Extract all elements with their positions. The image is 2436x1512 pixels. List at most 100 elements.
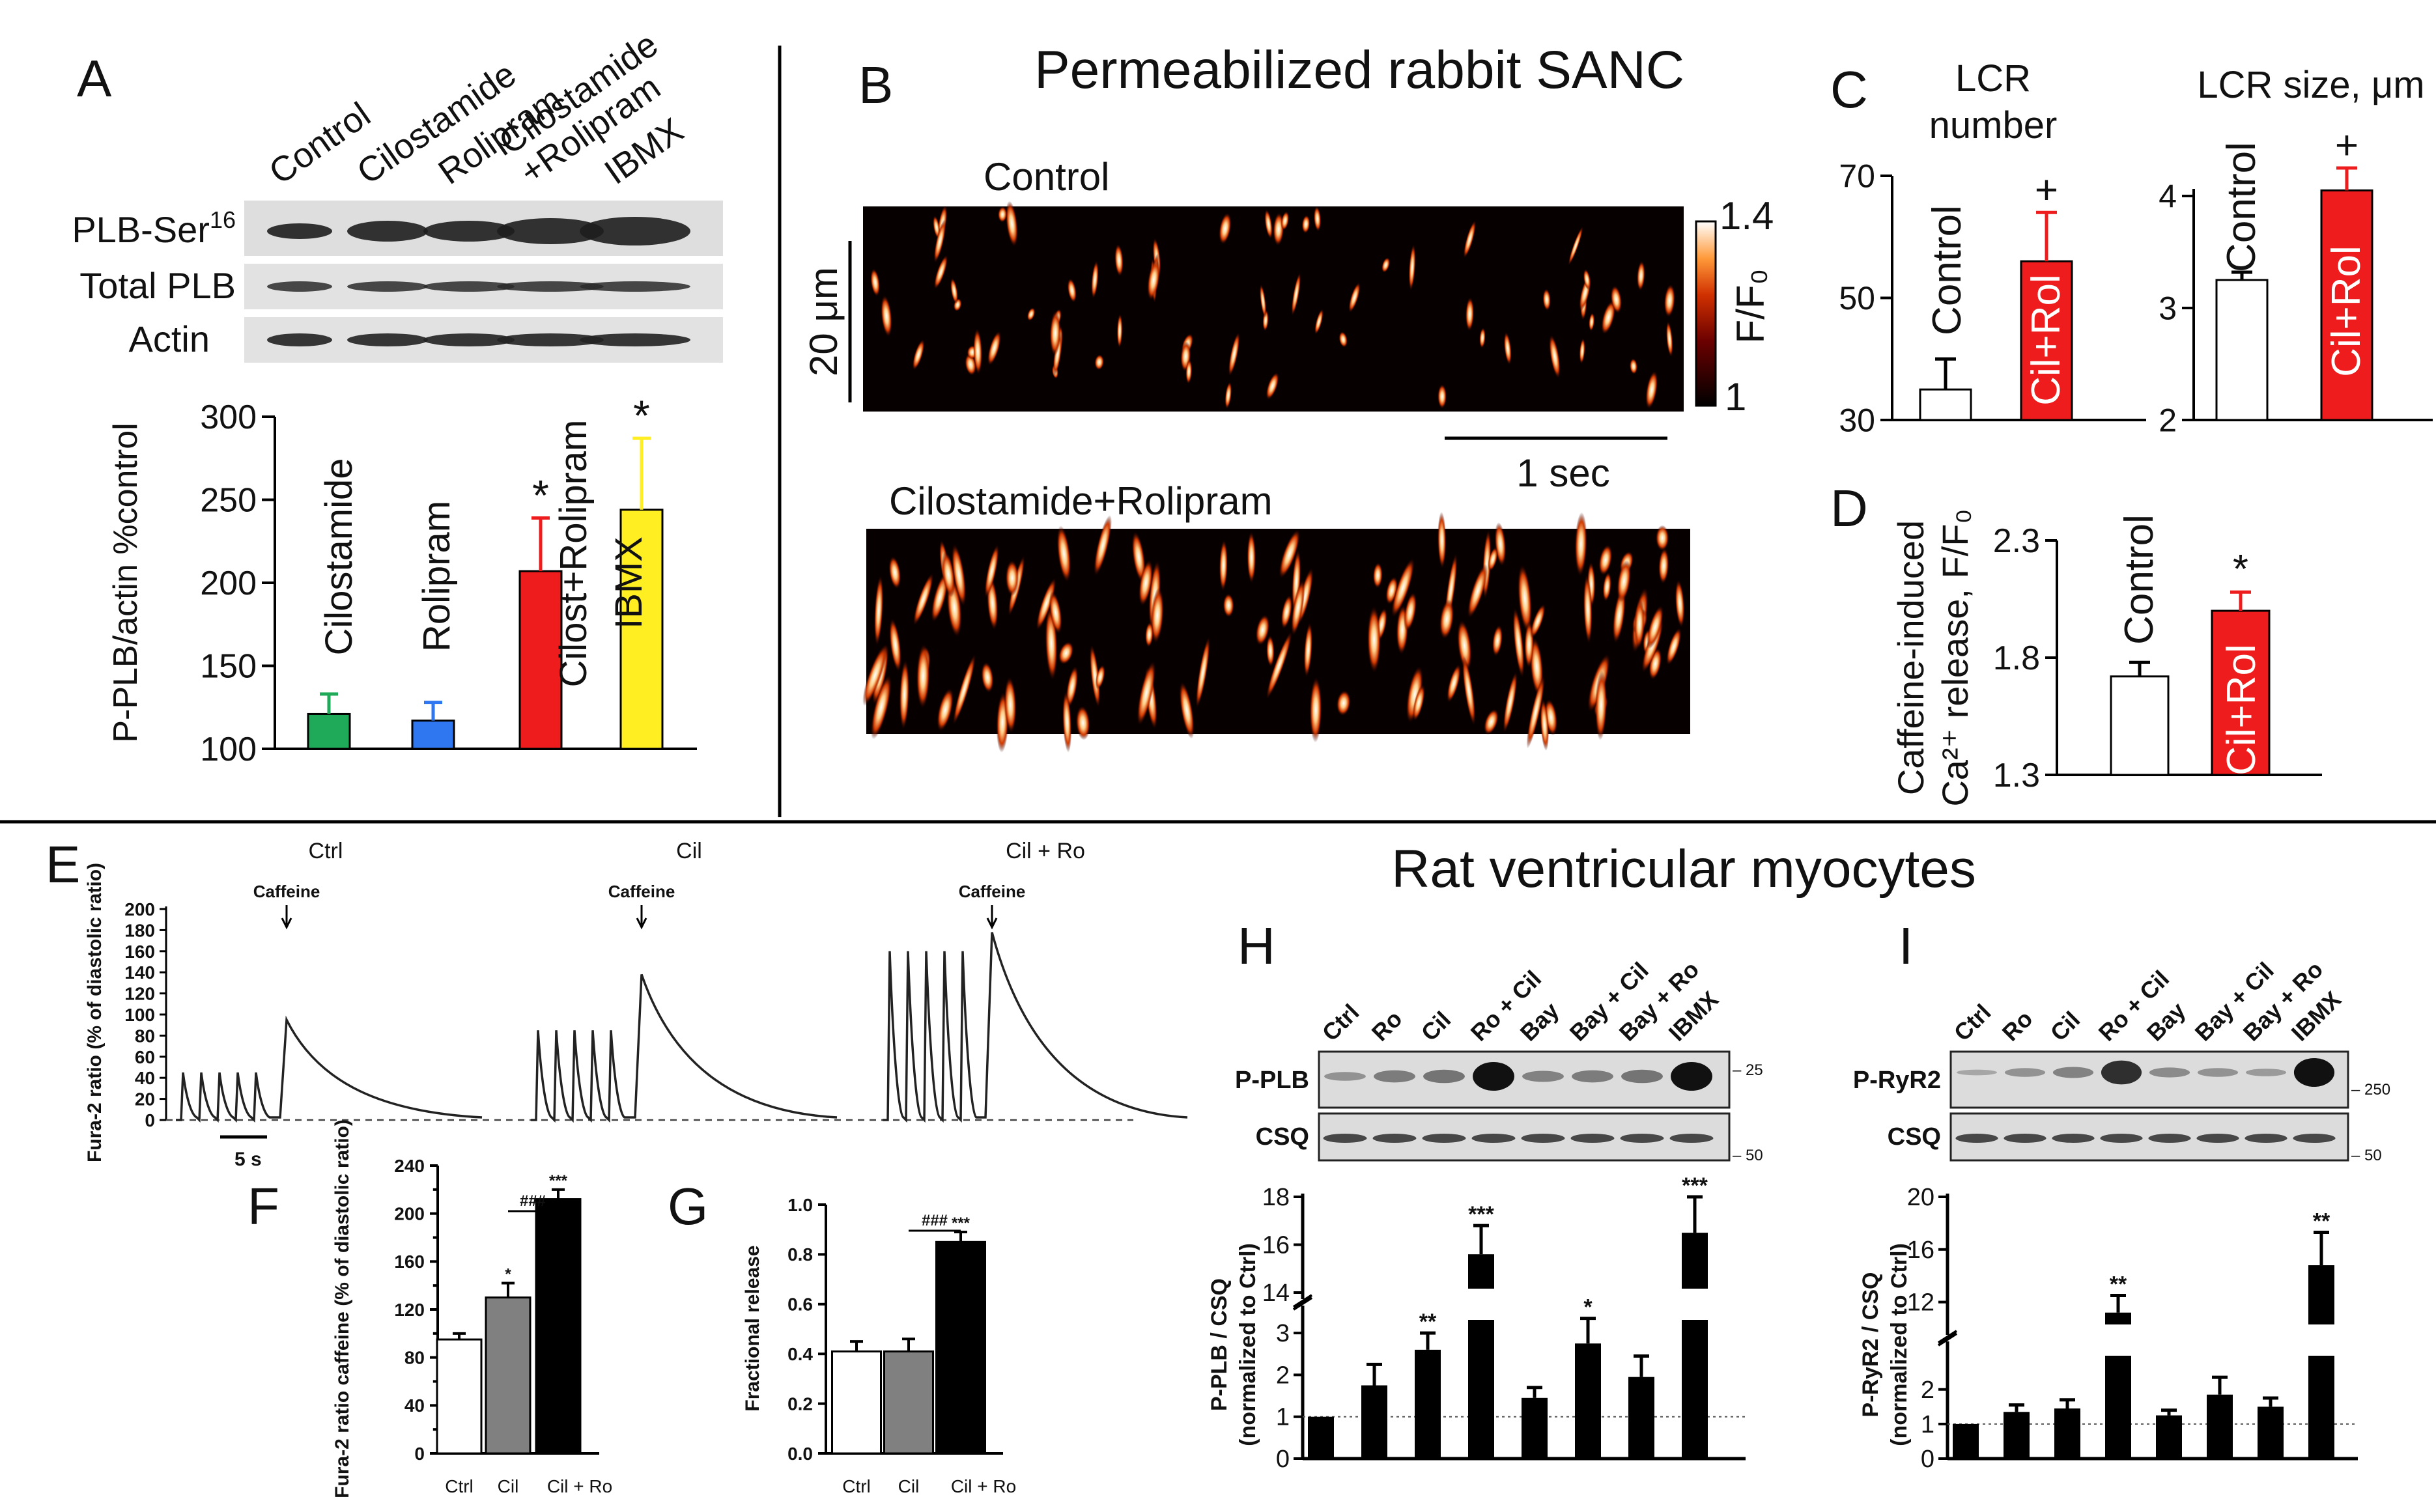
- blot-a-band-total: [347, 281, 428, 292]
- significance-mark: +: [2035, 167, 2058, 212]
- calcium-spark: [1336, 690, 1351, 716]
- blot-a-row-label-total-plb: Total PLB: [79, 265, 236, 306]
- chart-title-line-2: number: [1929, 104, 2058, 147]
- y-tick-label: 16: [1907, 1237, 1934, 1264]
- blot-a-band-actin: [423, 333, 515, 346]
- blot-band-phospho: [1374, 1070, 1415, 1083]
- y-axis-label-line: Ca²⁺ release, F/F₀: [1934, 509, 1976, 806]
- significance-mark: **: [2110, 1272, 2127, 1297]
- calcium-spark: [931, 572, 948, 623]
- calcium-spark: [862, 644, 888, 707]
- bar-label-cil-rol: Cil+Rol: [2219, 644, 2264, 776]
- x-tick-label: Cil: [898, 1476, 920, 1496]
- calcium-spark: [1264, 209, 1273, 239]
- calcium-spark: [981, 662, 994, 693]
- bar-break-gap: [2306, 1324, 2336, 1356]
- bar-ctrl: [436, 1338, 483, 1455]
- trace-title: Ctrl: [309, 839, 343, 863]
- linescan-treated: [866, 529, 1690, 734]
- y-tick-label: 240: [394, 1156, 425, 1176]
- bar-bay-ro: [2258, 1407, 2284, 1459]
- y-axis-label-line: (normalized to Ctrl): [1236, 1243, 1260, 1446]
- y-tick-label: 2: [1921, 1377, 1934, 1404]
- caffeine-label: Caffeine: [253, 882, 320, 901]
- bar-bay: [1522, 1397, 1548, 1459]
- blot-band-csq: [1955, 1134, 1998, 1143]
- calcium-spark: [888, 556, 901, 589]
- y-tick-label: 1: [1921, 1411, 1934, 1438]
- panel-label-g: G: [668, 1177, 708, 1235]
- chart-title: LCR size, μm: [2197, 64, 2424, 106]
- blot-band-phospho: [2004, 1068, 2046, 1077]
- y-tick-label: 160: [394, 1252, 425, 1272]
- colorbar-label: F/F₀: [1729, 269, 1772, 344]
- calcium-spark: [1139, 560, 1154, 606]
- colorbar-max: 1.4: [1720, 194, 1774, 238]
- blot-band-csq: [2004, 1134, 2047, 1143]
- blot-band-phospho: [1423, 1069, 1465, 1084]
- calcium-spark: [1228, 332, 1240, 376]
- traces-ytick-label: 40: [135, 1068, 155, 1088]
- bar-cil-ro: [535, 1198, 582, 1455]
- blot-row-label: CSQ: [1888, 1123, 1941, 1151]
- significance-mark: *: [1583, 1295, 1593, 1320]
- y-axis-label: Fractional release: [742, 1245, 763, 1411]
- y-tick-label: 1.0: [787, 1195, 813, 1215]
- y-tick-label: 200: [394, 1203, 425, 1224]
- blot-a-band-phospho: [580, 217, 690, 245]
- calcium-spark: [1179, 682, 1195, 739]
- calcium-spark: [1549, 335, 1561, 378]
- y-tick-label: 70: [1839, 158, 1875, 195]
- axis-break-mark: [1292, 1296, 1313, 1311]
- y-axis-label-line: P-PLB / CSQ: [1207, 1278, 1232, 1411]
- calcium-spark: [1185, 359, 1193, 384]
- calcium-spark: [1634, 599, 1645, 649]
- blot-row-label: P-PLB: [1235, 1067, 1309, 1094]
- calcium-spark: [1406, 666, 1423, 723]
- calcium-spark: [1492, 624, 1503, 656]
- chart-d: 1.3 1.8 2.3 * Caffeine-inducedCa²⁺ release, …: [1890, 509, 2322, 807]
- calcium-spark: [1281, 595, 1293, 629]
- y-tick-label: 0: [1276, 1446, 1290, 1473]
- calcium-spark: [1457, 620, 1472, 671]
- calcium-spark: [1512, 608, 1525, 678]
- blot-a-band-total: [580, 281, 690, 292]
- blot-a-lane-label: Control: [262, 95, 377, 192]
- blot-a: ControlCilostamideRolipramCilostamide+Ro…: [72, 25, 723, 363]
- y-tick-label: 14: [1262, 1280, 1290, 1307]
- chart-f: 0 40 80 120 160 200 240 Ctrl * Cil *** Cil + Ro Fura…: [332, 1119, 612, 1498]
- blot-band-phospho: [1572, 1070, 1613, 1083]
- calcium-spark: [1601, 300, 1616, 335]
- blot-a-band-actin: [347, 333, 428, 346]
- calcium-spark: [1094, 514, 1112, 576]
- blot-band-phospho: [1956, 1069, 1998, 1076]
- calcium-spark: [1145, 622, 1154, 647]
- bar-control: [2110, 675, 2170, 776]
- bar-ctrl: [1308, 1416, 1334, 1459]
- blot-row-phospho: [1318, 1050, 1731, 1109]
- calcium-spark: [933, 255, 948, 289]
- y-tick-label: 0.0: [787, 1444, 813, 1464]
- traces-ylabel: Fura-2 ratio (% of diastolic ratio): [84, 863, 106, 1162]
- blot-a-band-phospho: [347, 221, 428, 242]
- calcium-spark: [1291, 580, 1305, 636]
- blot-a-band-total: [267, 281, 332, 292]
- y-tick-label: 150: [200, 648, 257, 686]
- calcium-spark: [965, 354, 976, 376]
- calcium-spark: [1367, 606, 1381, 673]
- y-tick-label: 80: [404, 1347, 425, 1367]
- calcium-spark: [1219, 212, 1232, 245]
- calcium-spark: [950, 277, 958, 304]
- bar-bay-ro: [1628, 1377, 1654, 1459]
- blot-a-band-actin: [497, 333, 604, 346]
- y-tick-label: 1.8: [1993, 639, 2040, 677]
- fura2-trace: [531, 973, 838, 1123]
- blot-band-csq: [2052, 1134, 2095, 1143]
- calcium-spark: [1503, 331, 1512, 365]
- calcium-spark: [1462, 656, 1476, 726]
- bar-break-gap: [2103, 1324, 2133, 1356]
- traces-ytick-label: 140: [124, 962, 155, 983]
- calcium-spark: [1488, 547, 1498, 572]
